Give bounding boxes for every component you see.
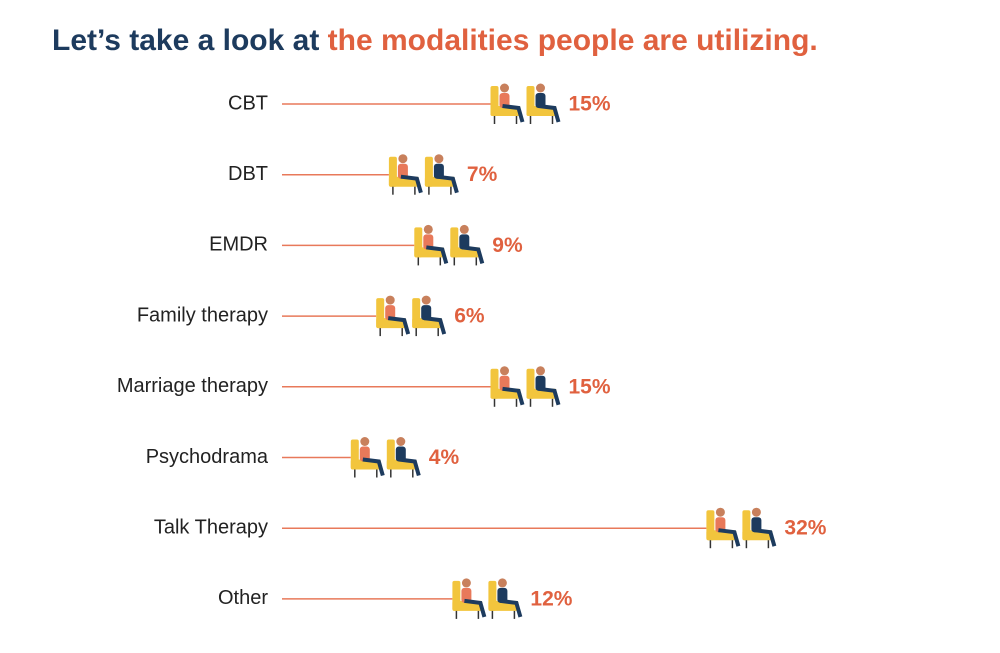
title-part: Let’s take a look at — [52, 24, 319, 57]
category-label: Psychodrama — [146, 446, 269, 468]
head — [398, 154, 408, 164]
illustration — [376, 295, 447, 337]
legs — [362, 457, 385, 477]
torso — [385, 305, 396, 321]
torso — [395, 446, 406, 462]
value-label: 32% — [784, 517, 826, 540]
head — [497, 578, 507, 588]
legs — [502, 386, 525, 406]
illustration — [490, 366, 561, 407]
head — [461, 578, 471, 588]
head — [396, 437, 406, 446]
legs — [387, 316, 411, 335]
legs — [398, 457, 421, 477]
category-label: Other — [218, 587, 268, 609]
head — [459, 224, 469, 234]
legs — [464, 598, 487, 618]
torso — [397, 163, 408, 179]
value-label: 9% — [492, 234, 523, 257]
head — [423, 224, 433, 234]
category-label: CBT — [228, 92, 268, 114]
legs — [423, 316, 447, 335]
legs — [426, 245, 449, 264]
legs — [462, 245, 485, 264]
category-label: Family therapy — [137, 304, 268, 326]
head — [536, 83, 545, 93]
illustration — [350, 437, 421, 478]
illustration — [388, 154, 459, 195]
value-label: 15% — [569, 93, 611, 116]
head — [500, 83, 509, 93]
legs — [400, 174, 423, 194]
illustration — [706, 507, 777, 549]
head — [536, 366, 545, 376]
value-label: 15% — [569, 375, 611, 398]
torso — [499, 93, 510, 108]
category-label: DBT — [228, 163, 268, 185]
value-label: 12% — [530, 587, 572, 610]
value-label: 4% — [429, 446, 460, 469]
torso — [461, 587, 472, 603]
illustration — [490, 83, 561, 124]
head — [715, 507, 725, 517]
head — [360, 437, 370, 446]
legs — [754, 528, 777, 547]
head — [421, 295, 431, 305]
torso — [715, 517, 726, 533]
illustration — [452, 578, 523, 619]
head — [385, 295, 395, 305]
value-label: 6% — [454, 305, 485, 328]
category-label: EMDR — [209, 234, 268, 256]
torso — [499, 375, 510, 391]
legs — [500, 598, 523, 618]
torso — [751, 517, 762, 533]
head — [500, 366, 509, 376]
legs — [502, 104, 525, 123]
torso — [497, 587, 508, 603]
category-label: Marriage therapy — [117, 375, 268, 397]
value-label: 7% — [467, 163, 498, 186]
illustration — [414, 224, 485, 266]
torso — [459, 234, 470, 250]
head — [434, 154, 444, 164]
chart-title: Let’s take a look at the modalities peop… — [52, 24, 818, 57]
legs — [436, 174, 459, 194]
category-label: Talk Therapy — [154, 516, 268, 538]
title-highlight: the modalities people are utilizing. — [328, 24, 818, 57]
torso — [359, 446, 370, 462]
torso — [535, 93, 546, 108]
head — [751, 507, 761, 517]
torso — [423, 234, 434, 250]
legs — [538, 386, 561, 406]
legs — [538, 104, 561, 123]
torso — [535, 375, 546, 391]
torso — [433, 163, 444, 179]
torso — [421, 305, 432, 321]
legs — [718, 528, 741, 547]
